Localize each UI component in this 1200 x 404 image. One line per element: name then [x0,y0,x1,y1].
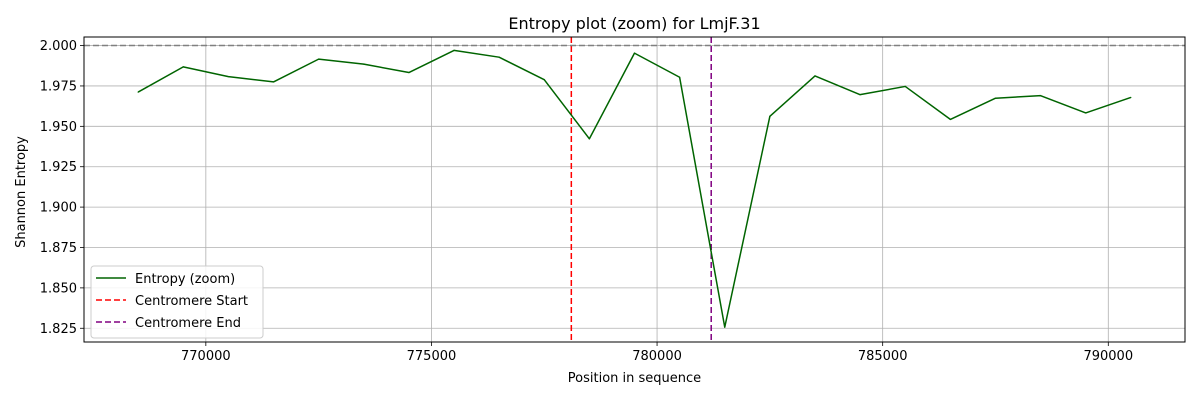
data-point [227,75,229,78]
data-point [498,56,500,58]
data-point [679,76,681,78]
legend-label-centromere-end: Centromere End [135,316,241,331]
legend-box [90,265,264,339]
plot-area [83,36,1186,343]
legend-label-centromere-start: Centromere Start [135,294,248,309]
x-tick-label: 775000 [407,349,457,364]
legend: Entropy (zoom) Centromere Start Centrome… [90,265,264,339]
plot-frame [83,36,1186,343]
y-tick-label: 1.925 [40,160,77,175]
x-axis-ticks: 770000 775000 780000 785000 790000 [181,342,1133,364]
y-tick-label: 1.850 [40,281,77,296]
data-point [318,58,320,60]
series-lines [137,49,1132,328]
data-point [453,49,455,52]
y-tick-label: 1.950 [40,120,77,135]
y-tick-label: 1.975 [40,79,77,94]
data-point [724,326,726,328]
legend-label-entropy: Entropy (zoom) [135,272,235,287]
x-tick-label: 780000 [632,349,682,364]
x-tick-label: 785000 [858,349,908,364]
data-point [904,85,906,88]
y-axis-label: Shannon Entropy [14,136,29,248]
x-axis-label: Position in sequence [568,371,701,386]
data-point [137,91,139,93]
y-tick-label: 2.000 [40,39,77,54]
reference-lines [84,37,1185,342]
data-point [182,66,184,68]
data-point [1040,95,1042,97]
data-point [363,63,365,65]
data-point [408,71,410,74]
chart-title: Entropy plot (zoom) for LmjF.31 [508,14,760,33]
y-tick-label: 1.825 [40,322,77,337]
data-point [859,94,861,96]
data-point [814,75,816,77]
data-point [543,79,545,81]
data-point [272,81,275,83]
data-point [769,115,771,117]
data-point [1130,96,1132,99]
data-point [633,52,636,54]
data-point [949,118,951,120]
x-tick-label: 790000 [1083,349,1133,364]
y-tick-label: 1.900 [40,201,77,216]
data-point [588,138,590,140]
data-point [994,97,997,99]
y-axis-ticks: 1.825 1.850 1.875 1.900 1.925 1.950 1.975 2.000 [40,39,84,337]
data-point [1085,112,1087,114]
y-tick-label: 1.875 [40,241,77,256]
x-tick-label: 770000 [181,349,231,364]
